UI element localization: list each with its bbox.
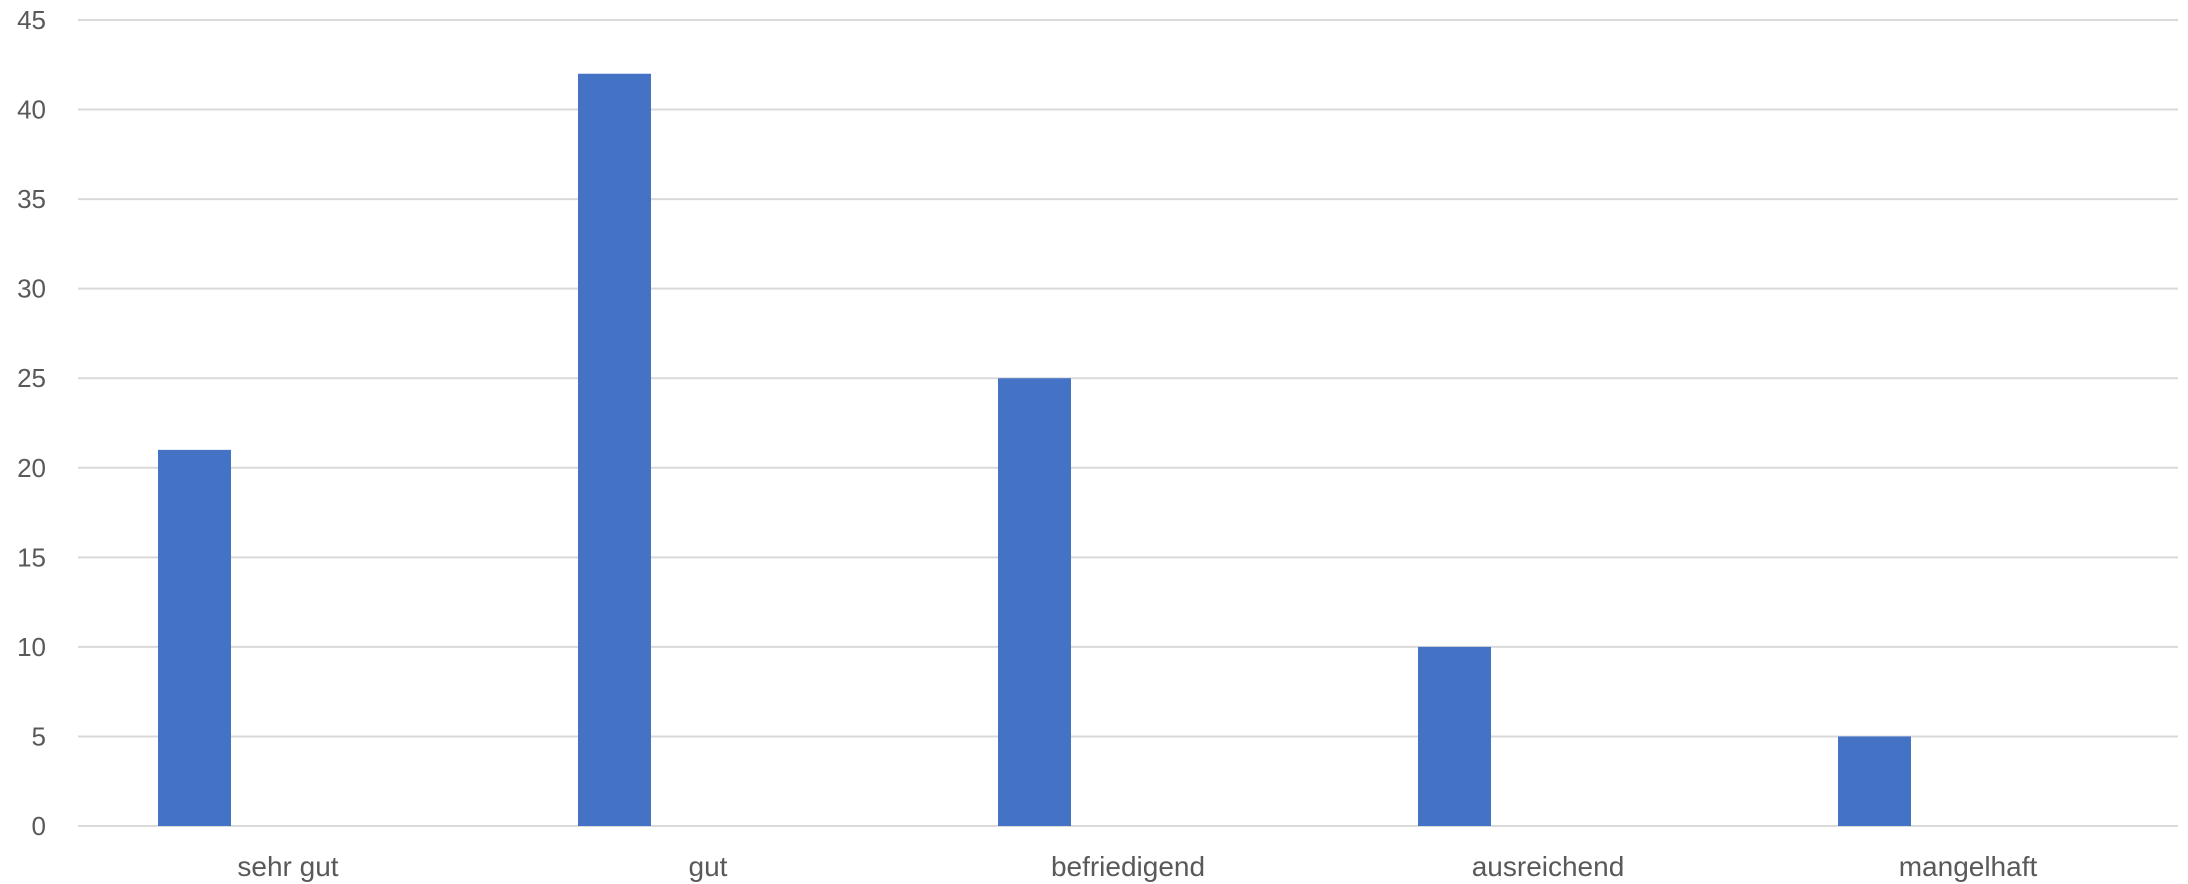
y-tick-label: 10 <box>17 632 46 662</box>
y-axis-ticks: 0 5 10 15 20 25 30 35 40 45 <box>17 5 46 841</box>
x-category-label: gut <box>689 851 728 882</box>
y-tick-label: 20 <box>17 453 46 483</box>
y-tick-label: 0 <box>32 811 46 841</box>
x-category-label: ausreichend <box>1472 851 1625 882</box>
y-tick-label: 45 <box>17 5 46 35</box>
bars <box>158 73 1911 826</box>
y-tick-label: 30 <box>17 274 46 304</box>
y-tick-label: 15 <box>17 542 46 572</box>
bar-mangelhaft <box>1838 736 1911 826</box>
x-axis-labels: sehr gut gut befriedigend ausreichend mangel… <box>237 851 2037 882</box>
bar-ausreichend <box>1418 646 1491 826</box>
x-category-label: mangelhaft <box>1899 851 2038 882</box>
y-tick-label: 25 <box>17 363 46 393</box>
bar-befriedigend <box>998 378 1071 826</box>
bar-gut <box>578 73 651 826</box>
y-tick-label: 40 <box>17 95 46 125</box>
y-tick-label: 35 <box>17 184 46 214</box>
x-category-label: sehr gut <box>237 851 338 882</box>
gridlines <box>78 19 2178 827</box>
x-category-label: befriedigend <box>1051 851 1205 882</box>
y-tick-label: 5 <box>32 721 46 751</box>
bar-sehr-gut <box>158 449 231 826</box>
